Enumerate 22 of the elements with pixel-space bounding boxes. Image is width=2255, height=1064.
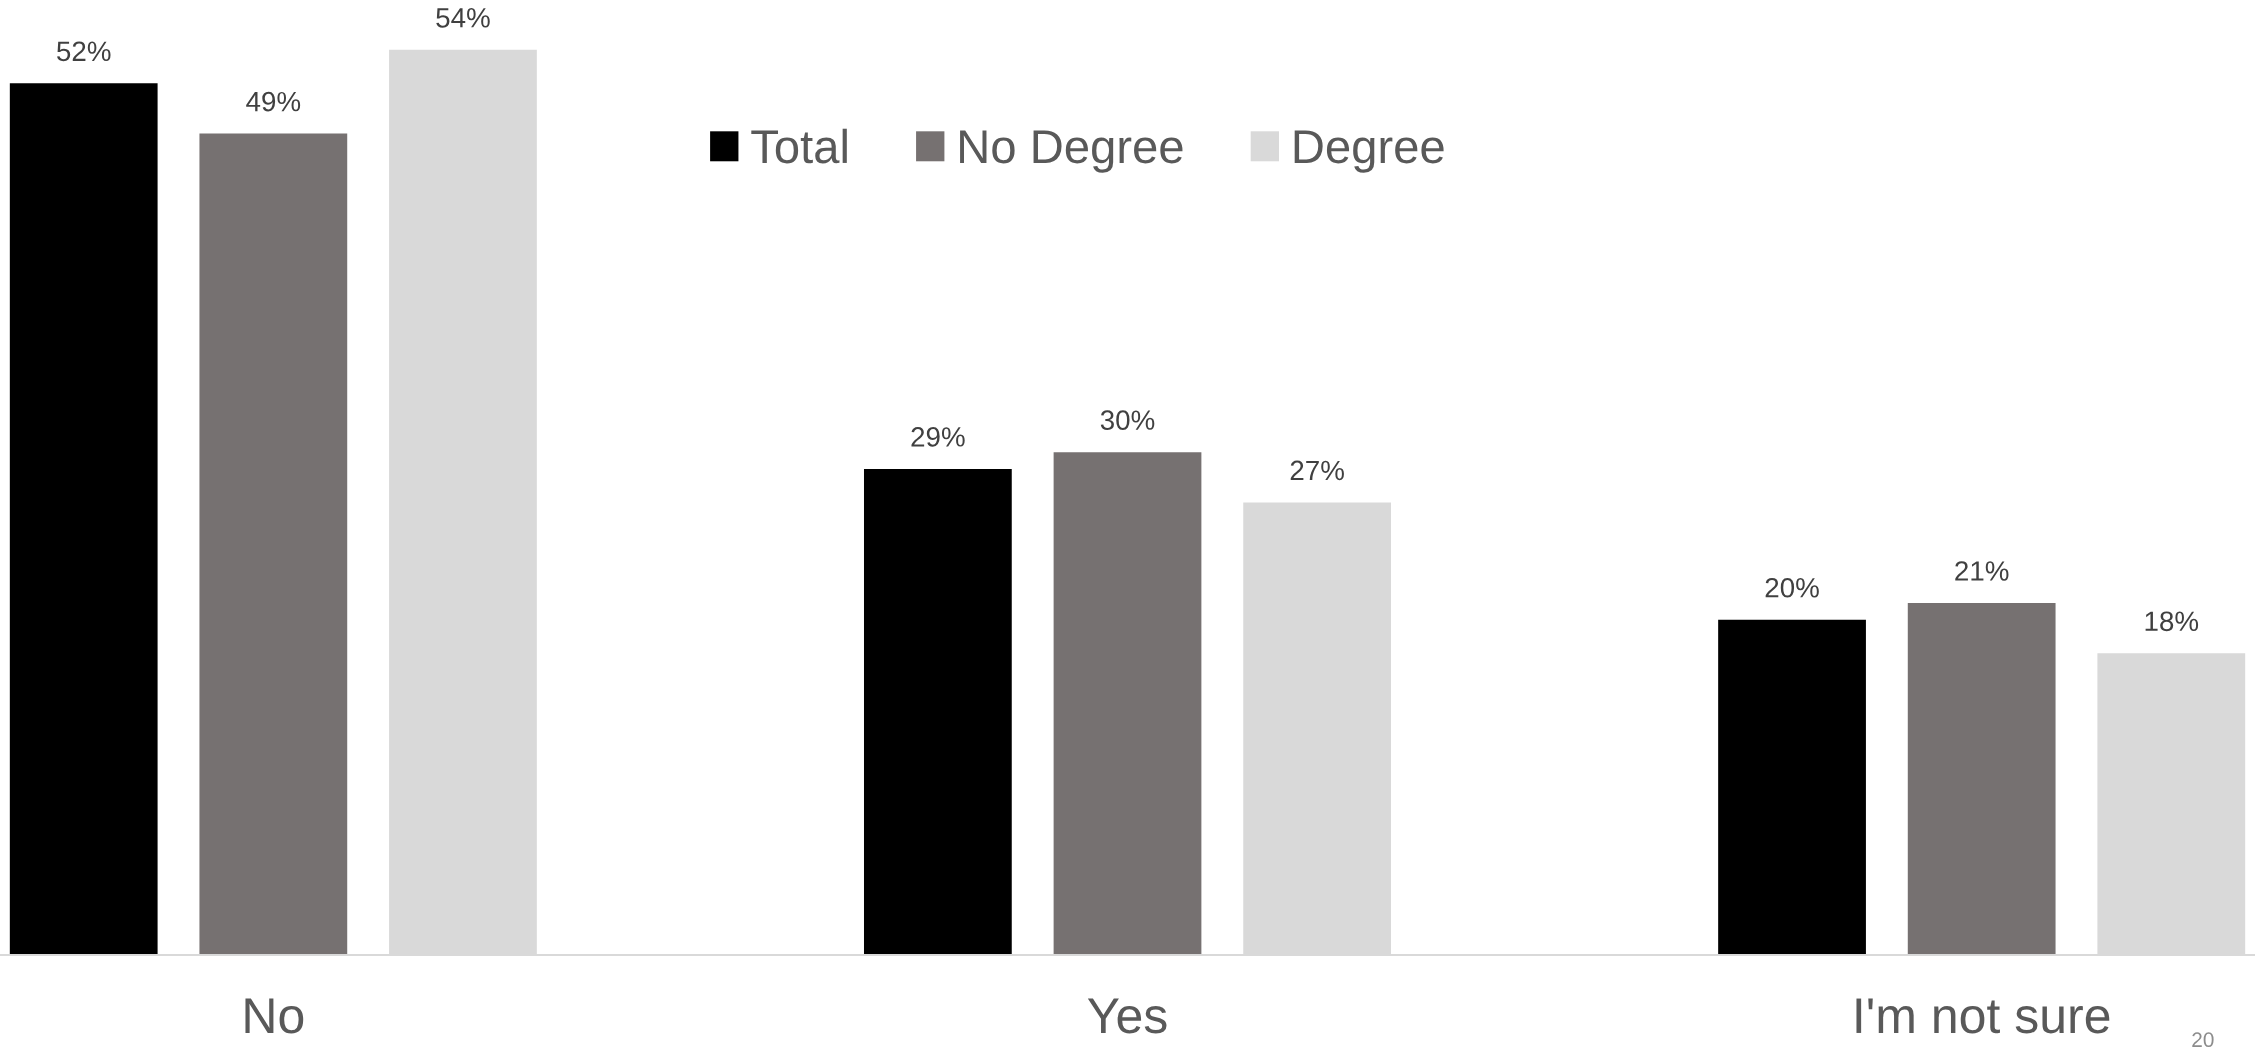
x-tick-label: I'm not sure [1856,998,2110,1034]
bar [1718,619,1866,956]
data-label: 52% [57,41,111,62]
legend-label: Degree [1294,130,1444,173]
data-label: 18% [2145,611,2199,632]
text: 20 [2192,1032,2214,1048]
bar [863,468,1012,956]
bar [9,83,158,956]
bar [1053,452,1202,956]
data-label: 30% [1100,410,1155,430]
legend-label: Total [751,128,847,164]
x-tick-label: No [245,998,304,1034]
data-label: 54% [436,8,490,28]
data-label: 21% [1955,561,2009,581]
bar [1907,603,2056,956]
bar [199,133,348,956]
data-label: 29% [911,427,965,447]
x-tick-label: Yes [1087,998,1167,1034]
data-label: 27% [1290,460,1344,481]
data-label: 49% [246,91,301,112]
legend-label: No Degree [960,130,1183,173]
data-label: 20% [1765,577,1819,598]
